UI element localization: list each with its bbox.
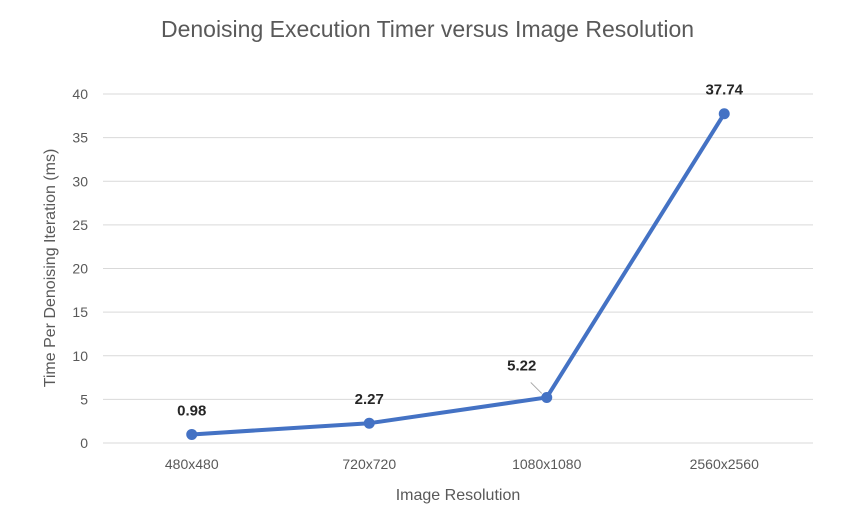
gridlines <box>103 93 813 444</box>
y-tick-label: 5 <box>80 391 88 407</box>
x-tick-label: 720x720 <box>342 456 396 472</box>
x-tick-label: 1080x1080 <box>512 456 582 472</box>
x-tick-label: 480x480 <box>165 456 219 472</box>
data-label-leader <box>530 382 543 394</box>
data-point <box>186 428 198 440</box>
x-tick-label: 2560x2560 <box>690 456 760 472</box>
data-label: 2.27 <box>355 391 384 408</box>
y-tick-label: 40 <box>72 86 88 102</box>
data-point <box>718 108 730 120</box>
y-axis-ticks: 0 5 10 15 20 25 30 35 40 <box>72 86 88 451</box>
data-label: 5.22 <box>507 357 536 374</box>
chart-title: Denoising Execution Timer versus Image R… <box>160 16 695 42</box>
y-tick-label: 25 <box>72 217 88 233</box>
data-point <box>363 417 375 429</box>
y-tick-label: 10 <box>72 348 88 364</box>
x-axis-title: Image Resolution <box>396 487 521 504</box>
data-label: 37.74 <box>705 82 743 99</box>
y-tick-label: 20 <box>72 261 88 277</box>
series-line-path <box>189 111 727 437</box>
data-labels: 0.98 2.27 5.22 37.74 <box>177 82 744 420</box>
data-point <box>541 391 553 403</box>
y-tick-label: 15 <box>72 304 88 320</box>
series-line <box>189 111 727 437</box>
x-axis-ticks: 480x480 720x720 1080x1080 2560x2560 <box>165 456 759 472</box>
y-tick-label: 0 <box>80 435 88 451</box>
data-label: 0.98 <box>177 402 206 419</box>
y-axis-title: Time Per Denoising Iteration (ms) <box>42 149 59 388</box>
data-points <box>186 108 730 440</box>
y-tick-label: 30 <box>72 173 88 189</box>
y-tick-label: 35 <box>72 130 88 146</box>
